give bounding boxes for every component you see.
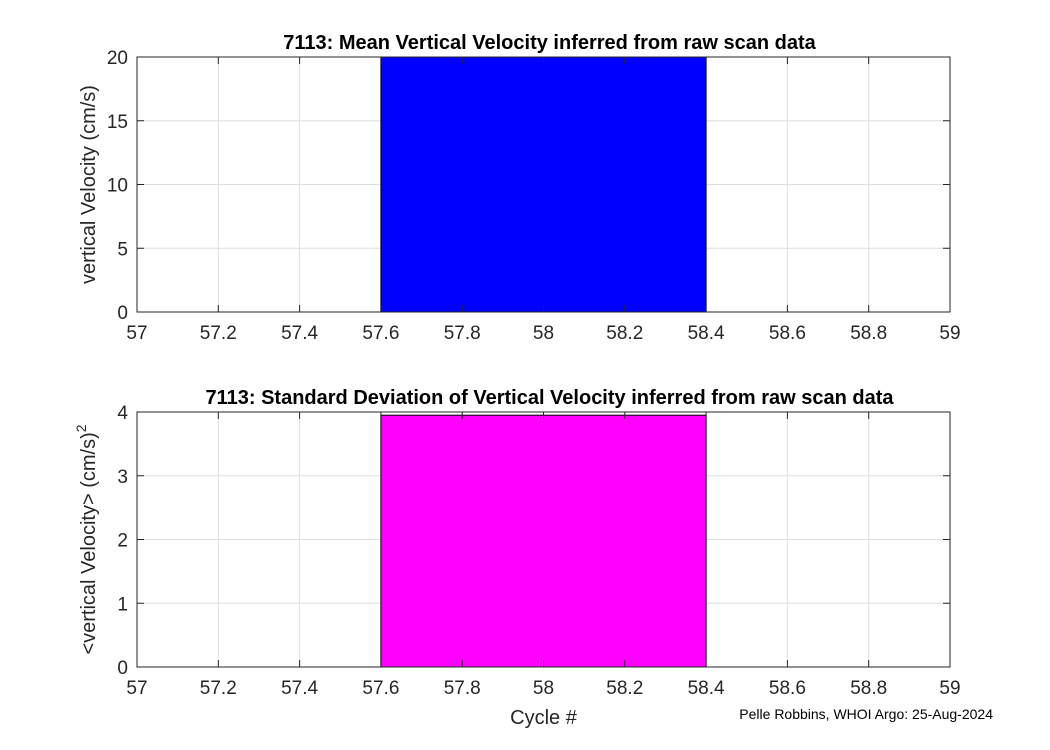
x-tick-label: 57.6 [362, 323, 399, 344]
y-tick-label: 0 [117, 303, 128, 324]
x-tick-label: 59 [939, 678, 960, 699]
y-axis-label: vertical Velocity (cm/s) [78, 85, 100, 284]
x-tick-label: 57.2 [200, 323, 237, 344]
y-tick-label: 20 [107, 48, 128, 69]
x-tick-label: 57.6 [362, 678, 399, 699]
y-tick-label: 3 [117, 467, 128, 488]
x-tick-label: 58.6 [769, 678, 806, 699]
x-tick-label: 57 [126, 323, 147, 344]
y-tick-label: 10 [107, 176, 128, 197]
y-tick-label: 15 [107, 112, 128, 133]
x-tick-label: 58.2 [606, 323, 643, 344]
chart-title: 7113: Standard Deviation of Vertical Vel… [205, 387, 894, 409]
y-axis-label-text: vertical Velocity (cm/s) [78, 85, 100, 284]
bar [380, 56, 707, 313]
y-tick-label: 2 [117, 531, 128, 552]
y-tick-label: 5 [117, 239, 128, 260]
x-tick-label: 58.8 [850, 678, 887, 699]
y-tick-label: 0 [117, 658, 128, 679]
x-tick-label: 59 [939, 323, 960, 344]
x-tick-label: 57.4 [281, 323, 318, 344]
x-axis-label: Cycle # [510, 707, 578, 729]
x-tick-label: 57 [126, 678, 147, 699]
x-tick-label: 57.2 [200, 678, 237, 699]
bar [380, 414, 707, 668]
credit-text: Pelle Robbins, WHOI Argo: 25-Aug-2024 [739, 706, 993, 722]
mean-velocity-panel: 57 57.2 57.4 57.6 57.8 58 58.2 58.4 58.6 58.8 59 0 5… [78, 32, 961, 344]
x-tick-label: 58.4 [688, 323, 725, 344]
y-tick-label: 4 [117, 403, 128, 424]
y-axis-label-text: <vertical Velocity> (cm/s) [78, 432, 100, 654]
x-tick-label: 57.8 [444, 323, 481, 344]
y-axis-label-superscript: 2 [73, 424, 89, 432]
x-tick-label: 58.8 [850, 323, 887, 344]
x-tick-label: 58.6 [769, 323, 806, 344]
y-tick-label: 1 [117, 594, 128, 615]
std-velocity-panel: 57 57.2 57.4 57.6 57.8 58 58.2 58.4 58.6 58.8 59 0 1… [73, 387, 961, 729]
x-tick-label: 58 [533, 678, 554, 699]
x-tick-label: 58.4 [688, 678, 725, 699]
x-tick-label: 57.8 [444, 678, 481, 699]
x-tick-label: 57.4 [281, 678, 318, 699]
y-axis-label: <vertical Velocity> (cm/s)2 [73, 424, 100, 654]
x-tick-label: 58.2 [606, 678, 643, 699]
x-tick-label: 58 [533, 323, 554, 344]
chart-title: 7113: Mean Vertical Velocity inferred fr… [283, 32, 816, 54]
